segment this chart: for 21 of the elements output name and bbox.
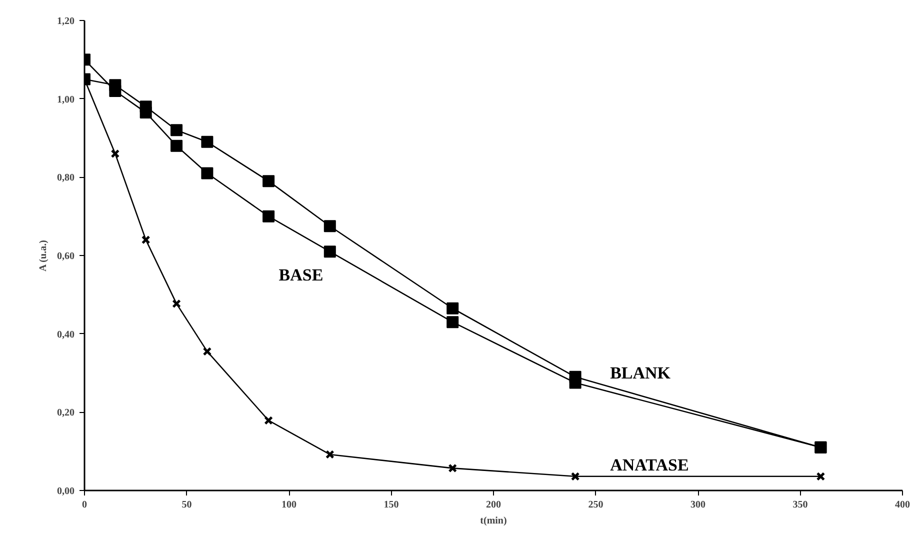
y-tick-label: 1,00: [57, 94, 74, 106]
x-tick-label: 400: [895, 500, 910, 510]
x-tick-label: 350: [792, 500, 808, 510]
y-tick-label: 0,60: [57, 251, 74, 262]
x-tick-label: 100: [282, 500, 296, 510]
x-tick-label: 150: [384, 500, 399, 510]
x-tick-label: 250: [588, 500, 604, 510]
y-tick-label: 0,20: [57, 408, 74, 419]
x-tick-label: 50: [182, 500, 192, 510]
x-tick-label: 0: [82, 500, 87, 510]
series-label: BLANK: [610, 364, 672, 382]
y-tick-label: 1,20: [57, 16, 74, 27]
series-label: BASE: [278, 266, 324, 285]
x-tick-label: 300: [690, 500, 706, 510]
y-axis-title: A (u.a.): [38, 240, 49, 272]
x-tick-label: 200: [486, 500, 501, 510]
y-tick-label: 0,40: [57, 329, 74, 340]
series-label: ANATASE: [610, 456, 689, 475]
y-tick-label: 0,00: [57, 486, 74, 497]
x-axis-title: t(min): [480, 516, 507, 526]
y-tick-label: 0,80: [57, 172, 74, 184]
